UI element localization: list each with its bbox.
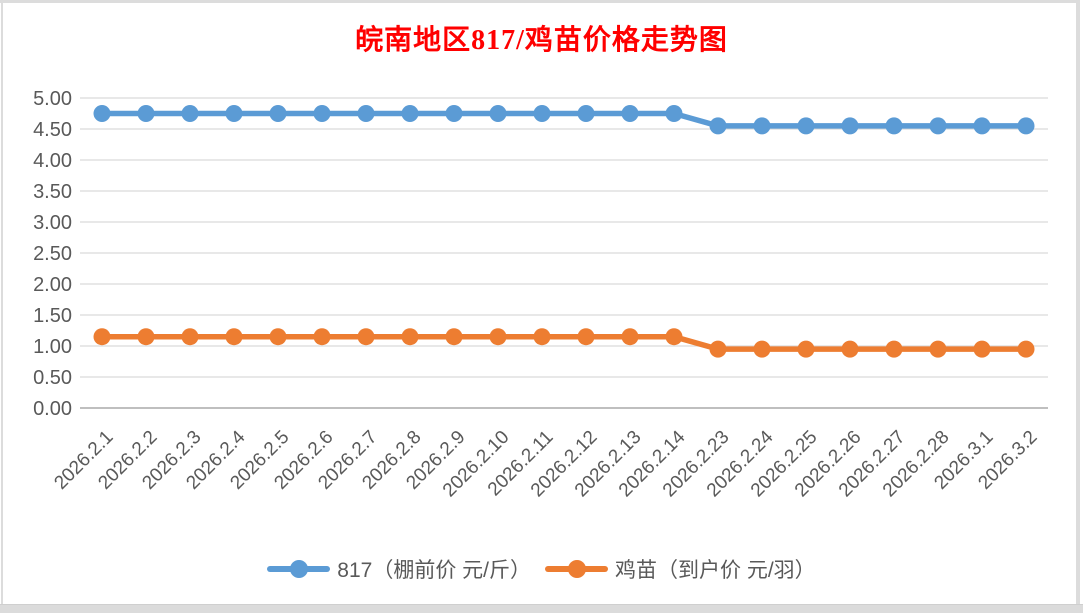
data-point xyxy=(1017,340,1035,358)
data-point xyxy=(621,328,639,346)
y-tick-label: 3.00 xyxy=(33,212,72,234)
y-tick-label: 4.50 xyxy=(33,119,72,141)
data-point xyxy=(709,117,727,135)
data-point xyxy=(269,328,287,346)
legend-dot-817 xyxy=(289,560,308,578)
series-line-0 xyxy=(99,110,1029,129)
data-point xyxy=(753,340,771,358)
data-point xyxy=(973,340,991,358)
legend-label-jimiao: 鸡苗（到户价 元/羽） xyxy=(615,559,816,582)
data-point xyxy=(1017,117,1035,135)
y-tick-label: 2.00 xyxy=(33,274,72,296)
y-tick-label: 3.50 xyxy=(33,181,72,203)
legend: 817（棚前价 元/斤） 鸡苗（到户价 元/羽） xyxy=(0,550,1083,588)
data-point xyxy=(885,340,903,358)
legend-entry-jimiao: 鸡苗（到户价 元/羽） xyxy=(545,554,816,584)
chart-frame-left xyxy=(1,0,3,605)
chart-title: 皖南地区817/鸡苗价格走势图 xyxy=(355,25,728,56)
data-point xyxy=(753,117,771,135)
data-point xyxy=(225,105,243,122)
y-tick-label: 0.50 xyxy=(33,367,72,389)
data-point xyxy=(93,105,111,122)
data-point xyxy=(797,340,815,358)
legend-dot-jimiao xyxy=(567,560,586,578)
data-point xyxy=(533,105,551,122)
legend-line-marker-817 xyxy=(267,560,331,578)
data-point xyxy=(137,105,155,122)
legend-label-817: 817（棚前价 元/斤） xyxy=(337,559,532,582)
data-point xyxy=(533,328,551,346)
data-point xyxy=(357,105,375,122)
legend-line-marker-jimiao xyxy=(545,560,609,578)
data-point xyxy=(137,328,155,346)
data-point xyxy=(445,328,463,346)
y-tick-label: 2.50 xyxy=(33,243,72,265)
y-tick-label: 1.50 xyxy=(33,305,72,327)
data-point xyxy=(489,328,507,346)
data-point xyxy=(841,117,859,135)
data-point xyxy=(225,328,243,346)
data-point xyxy=(181,105,199,122)
chart-frame-right xyxy=(1076,0,1080,605)
data-point xyxy=(929,117,947,135)
data-point xyxy=(313,105,331,122)
data-point xyxy=(489,105,507,122)
y-tick-label: 1.00 xyxy=(33,336,72,358)
data-point xyxy=(401,328,419,346)
data-point xyxy=(973,117,991,135)
y-tick-label: 5.00 xyxy=(33,88,72,110)
data-point xyxy=(577,105,595,122)
data-point xyxy=(93,328,111,346)
data-point xyxy=(577,328,595,346)
data-point xyxy=(709,340,727,358)
data-point xyxy=(929,340,947,358)
chart-frame-top xyxy=(0,0,1080,3)
data-point xyxy=(181,328,199,346)
data-point xyxy=(401,105,419,122)
data-point xyxy=(885,117,903,135)
series-line-1 xyxy=(99,333,1029,352)
data-point xyxy=(313,328,331,346)
data-point xyxy=(841,340,859,358)
data-point xyxy=(665,328,683,346)
data-point xyxy=(269,105,287,122)
data-point xyxy=(665,105,683,122)
data-point xyxy=(445,105,463,122)
data-point xyxy=(621,105,639,122)
data-point xyxy=(797,117,815,135)
chart-frame-bottom xyxy=(0,604,1083,613)
y-tick-label: 0.00 xyxy=(33,398,72,420)
y-tick-label: 4.00 xyxy=(33,150,72,172)
data-point xyxy=(357,328,375,346)
legend-entry-817: 817（棚前价 元/斤） xyxy=(267,554,531,584)
